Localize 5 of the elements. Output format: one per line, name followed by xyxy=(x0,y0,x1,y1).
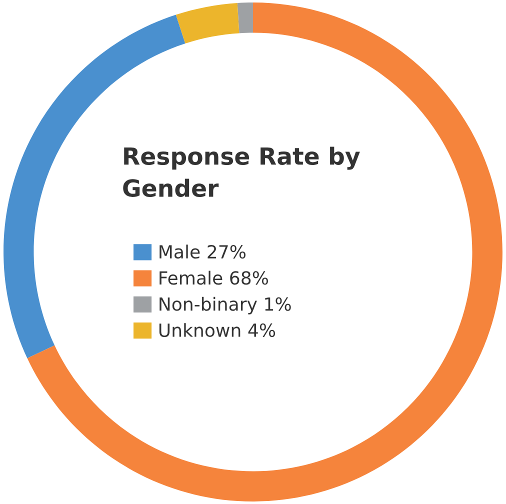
text: Response Rate by Gender xyxy=(123,146,360,198)
legend-label: Male 27% xyxy=(160,244,246,259)
legend-label: Unknown 4% xyxy=(159,323,276,338)
legend-label: Non-binary 1% xyxy=(160,296,291,314)
legend-label: Female 68% xyxy=(160,270,268,285)
